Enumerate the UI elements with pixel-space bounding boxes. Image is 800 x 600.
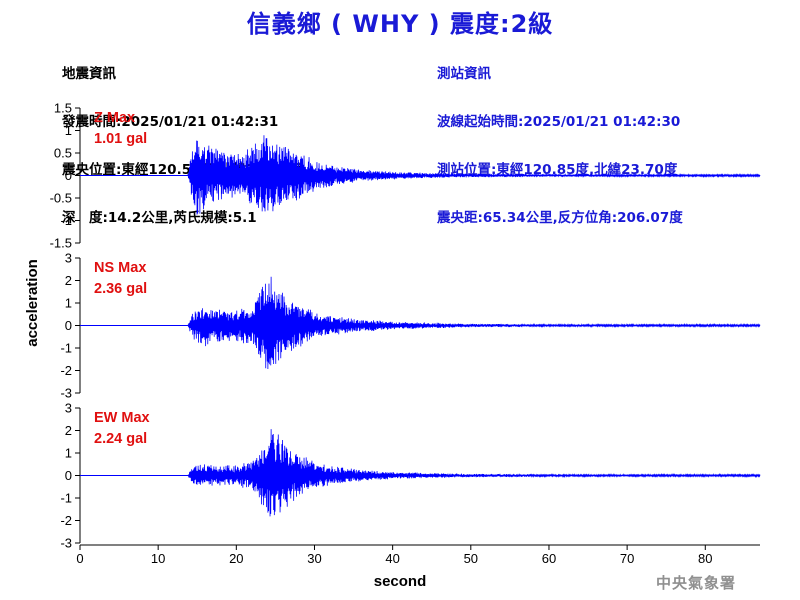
y-tick-label: -1 [60,491,72,506]
x-tick-label: 60 [542,551,556,566]
earthquake-info-heading: 地震資訊 [62,66,116,82]
wave-start-time: 波線起始時間:2025/01/21 01:42:30 [437,114,681,130]
y-tick-label: -3 [60,536,72,551]
x-tick-label: 70 [620,551,634,566]
depth-magnitude: 深 度:14.2公里,芮氏規模:5.1 [62,210,257,226]
y-axis-label: acceleration [24,259,41,347]
y-tick-label: 3 [65,401,72,416]
y-tick-label: 2 [65,273,72,288]
panel-label-ew: EW Max [94,410,150,426]
y-tick-label: 0 [65,318,72,333]
y-tick-label: 0.5 [54,146,72,161]
y-tick-label: -3 [60,386,72,401]
y-tick-label: -2 [60,363,72,378]
y-tick-label: -1.5 [50,236,72,251]
x-tick-label: 10 [151,551,165,566]
panel-peak-z: 1.01 gal [94,131,147,147]
panel-label-ns: NS Max [94,260,146,276]
panel-peak-ew: 2.24 gal [94,431,147,447]
station-info: 測站資訊 波線起始時間:2025/01/21 01:42:30 測站位置:東經1… [437,34,683,242]
trace-ns [80,276,761,370]
x-tick-label: 40 [385,551,399,566]
trace-ew [80,429,761,517]
distance-azimuth: 震央距:65.34公里,反方位角:206.07度 [437,210,683,226]
x-tick-label: 30 [307,551,321,566]
panel-label-z: Z Max [94,110,135,126]
y-tick-label: 1 [65,446,72,461]
station-location: 測站位置:東經120.85度,北緯23.70度 [437,162,678,178]
y-tick-label: -1 [60,341,72,356]
y-tick-label: 1.5 [54,101,72,116]
panel-peak-ns: 2.36 gal [94,281,147,297]
x-tick-label: 80 [698,551,712,566]
origin-time: 發震時間:2025/01/21 01:42:31 [62,114,279,130]
trace-z [80,135,761,215]
station-info-heading: 測站資訊 [437,66,491,82]
y-tick-label: 3 [65,251,72,266]
y-tick-label: 2 [65,423,72,438]
y-tick-label: -1 [60,213,72,228]
y-tick-label: 0 [65,168,72,183]
watermark: 中央氣象署 [656,574,737,592]
x-axis-label: second [374,573,427,590]
y-tick-label: 1 [65,296,72,311]
x-tick-label: 20 [229,551,243,566]
y-tick-label: -0.5 [50,191,72,206]
x-tick-label: 0 [76,551,83,566]
y-tick-label: 0 [65,468,72,483]
x-tick-label: 50 [464,551,478,566]
y-tick-label: 1 [65,123,72,138]
y-tick-label: -2 [60,513,72,528]
chart-title: 信義鄉 ( WHY ) 震度:2級 [246,10,554,38]
